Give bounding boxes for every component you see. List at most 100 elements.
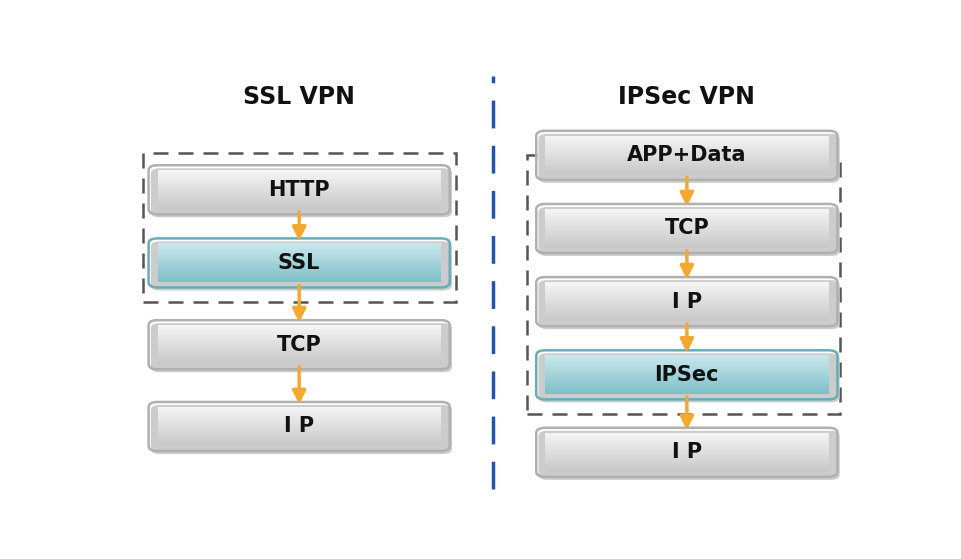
FancyBboxPatch shape	[545, 287, 827, 288]
FancyBboxPatch shape	[158, 439, 440, 441]
FancyBboxPatch shape	[151, 241, 452, 291]
FancyBboxPatch shape	[158, 331, 440, 332]
FancyBboxPatch shape	[158, 416, 440, 418]
FancyBboxPatch shape	[158, 278, 440, 280]
FancyBboxPatch shape	[158, 434, 440, 435]
FancyBboxPatch shape	[545, 392, 827, 393]
FancyBboxPatch shape	[158, 440, 440, 442]
FancyBboxPatch shape	[545, 393, 827, 394]
FancyBboxPatch shape	[158, 262, 440, 263]
FancyBboxPatch shape	[538, 134, 839, 183]
FancyBboxPatch shape	[545, 223, 827, 225]
FancyBboxPatch shape	[158, 186, 440, 188]
FancyBboxPatch shape	[158, 179, 440, 180]
FancyBboxPatch shape	[158, 186, 440, 187]
FancyBboxPatch shape	[158, 258, 440, 259]
FancyBboxPatch shape	[158, 271, 440, 273]
FancyBboxPatch shape	[158, 352, 440, 353]
FancyBboxPatch shape	[545, 372, 827, 374]
FancyBboxPatch shape	[158, 444, 440, 446]
FancyBboxPatch shape	[545, 309, 827, 310]
FancyBboxPatch shape	[545, 379, 827, 381]
FancyBboxPatch shape	[158, 342, 440, 343]
FancyBboxPatch shape	[545, 247, 827, 248]
FancyBboxPatch shape	[545, 391, 827, 392]
FancyBboxPatch shape	[158, 259, 440, 260]
FancyBboxPatch shape	[158, 194, 440, 196]
FancyBboxPatch shape	[545, 445, 827, 447]
FancyBboxPatch shape	[158, 269, 440, 271]
FancyBboxPatch shape	[158, 335, 440, 337]
FancyBboxPatch shape	[158, 359, 440, 360]
FancyBboxPatch shape	[545, 302, 827, 304]
FancyBboxPatch shape	[545, 311, 827, 312]
FancyBboxPatch shape	[545, 144, 827, 146]
Text: TCP: TCP	[277, 335, 321, 355]
FancyBboxPatch shape	[158, 423, 440, 424]
FancyBboxPatch shape	[158, 425, 440, 427]
FancyBboxPatch shape	[545, 172, 827, 174]
FancyBboxPatch shape	[545, 459, 827, 460]
FancyBboxPatch shape	[545, 369, 827, 371]
FancyBboxPatch shape	[545, 146, 827, 148]
FancyBboxPatch shape	[545, 172, 827, 173]
FancyBboxPatch shape	[545, 437, 827, 438]
FancyBboxPatch shape	[545, 437, 827, 439]
FancyBboxPatch shape	[545, 286, 827, 287]
FancyBboxPatch shape	[158, 266, 440, 267]
FancyBboxPatch shape	[545, 214, 827, 215]
FancyBboxPatch shape	[545, 159, 827, 160]
FancyBboxPatch shape	[158, 433, 440, 434]
FancyBboxPatch shape	[545, 158, 827, 159]
FancyBboxPatch shape	[545, 150, 827, 151]
FancyBboxPatch shape	[158, 413, 440, 414]
FancyBboxPatch shape	[545, 303, 827, 305]
FancyBboxPatch shape	[158, 410, 440, 412]
FancyBboxPatch shape	[158, 183, 440, 184]
FancyBboxPatch shape	[545, 455, 827, 456]
Text: I P: I P	[671, 442, 702, 462]
FancyBboxPatch shape	[545, 470, 827, 471]
FancyBboxPatch shape	[158, 196, 440, 197]
FancyBboxPatch shape	[545, 143, 827, 144]
FancyBboxPatch shape	[545, 463, 827, 465]
FancyBboxPatch shape	[545, 288, 827, 289]
FancyBboxPatch shape	[545, 138, 827, 139]
FancyBboxPatch shape	[158, 334, 440, 335]
FancyBboxPatch shape	[545, 439, 827, 440]
FancyBboxPatch shape	[545, 170, 827, 172]
Text: APP+Data: APP+Data	[627, 145, 746, 165]
FancyBboxPatch shape	[158, 183, 440, 185]
FancyBboxPatch shape	[545, 389, 827, 390]
FancyBboxPatch shape	[158, 245, 440, 247]
FancyBboxPatch shape	[538, 280, 839, 329]
FancyBboxPatch shape	[158, 176, 440, 177]
FancyBboxPatch shape	[545, 299, 827, 301]
FancyBboxPatch shape	[158, 328, 440, 329]
FancyBboxPatch shape	[158, 192, 440, 193]
FancyBboxPatch shape	[545, 313, 827, 314]
FancyBboxPatch shape	[545, 453, 827, 454]
FancyBboxPatch shape	[545, 442, 827, 444]
FancyBboxPatch shape	[545, 312, 827, 313]
FancyBboxPatch shape	[158, 201, 440, 202]
FancyBboxPatch shape	[158, 361, 440, 362]
FancyBboxPatch shape	[158, 432, 440, 433]
FancyBboxPatch shape	[545, 320, 827, 321]
FancyBboxPatch shape	[158, 351, 440, 353]
FancyBboxPatch shape	[545, 231, 827, 233]
FancyBboxPatch shape	[545, 168, 827, 170]
FancyBboxPatch shape	[158, 427, 440, 428]
FancyBboxPatch shape	[158, 274, 440, 276]
FancyBboxPatch shape	[545, 447, 827, 448]
FancyBboxPatch shape	[158, 268, 440, 269]
FancyBboxPatch shape	[545, 210, 827, 211]
FancyBboxPatch shape	[151, 168, 452, 217]
FancyBboxPatch shape	[158, 246, 440, 248]
FancyBboxPatch shape	[158, 435, 440, 436]
FancyBboxPatch shape	[545, 173, 827, 174]
FancyBboxPatch shape	[158, 428, 440, 429]
FancyBboxPatch shape	[158, 325, 440, 326]
FancyBboxPatch shape	[158, 203, 440, 204]
FancyBboxPatch shape	[158, 355, 440, 356]
